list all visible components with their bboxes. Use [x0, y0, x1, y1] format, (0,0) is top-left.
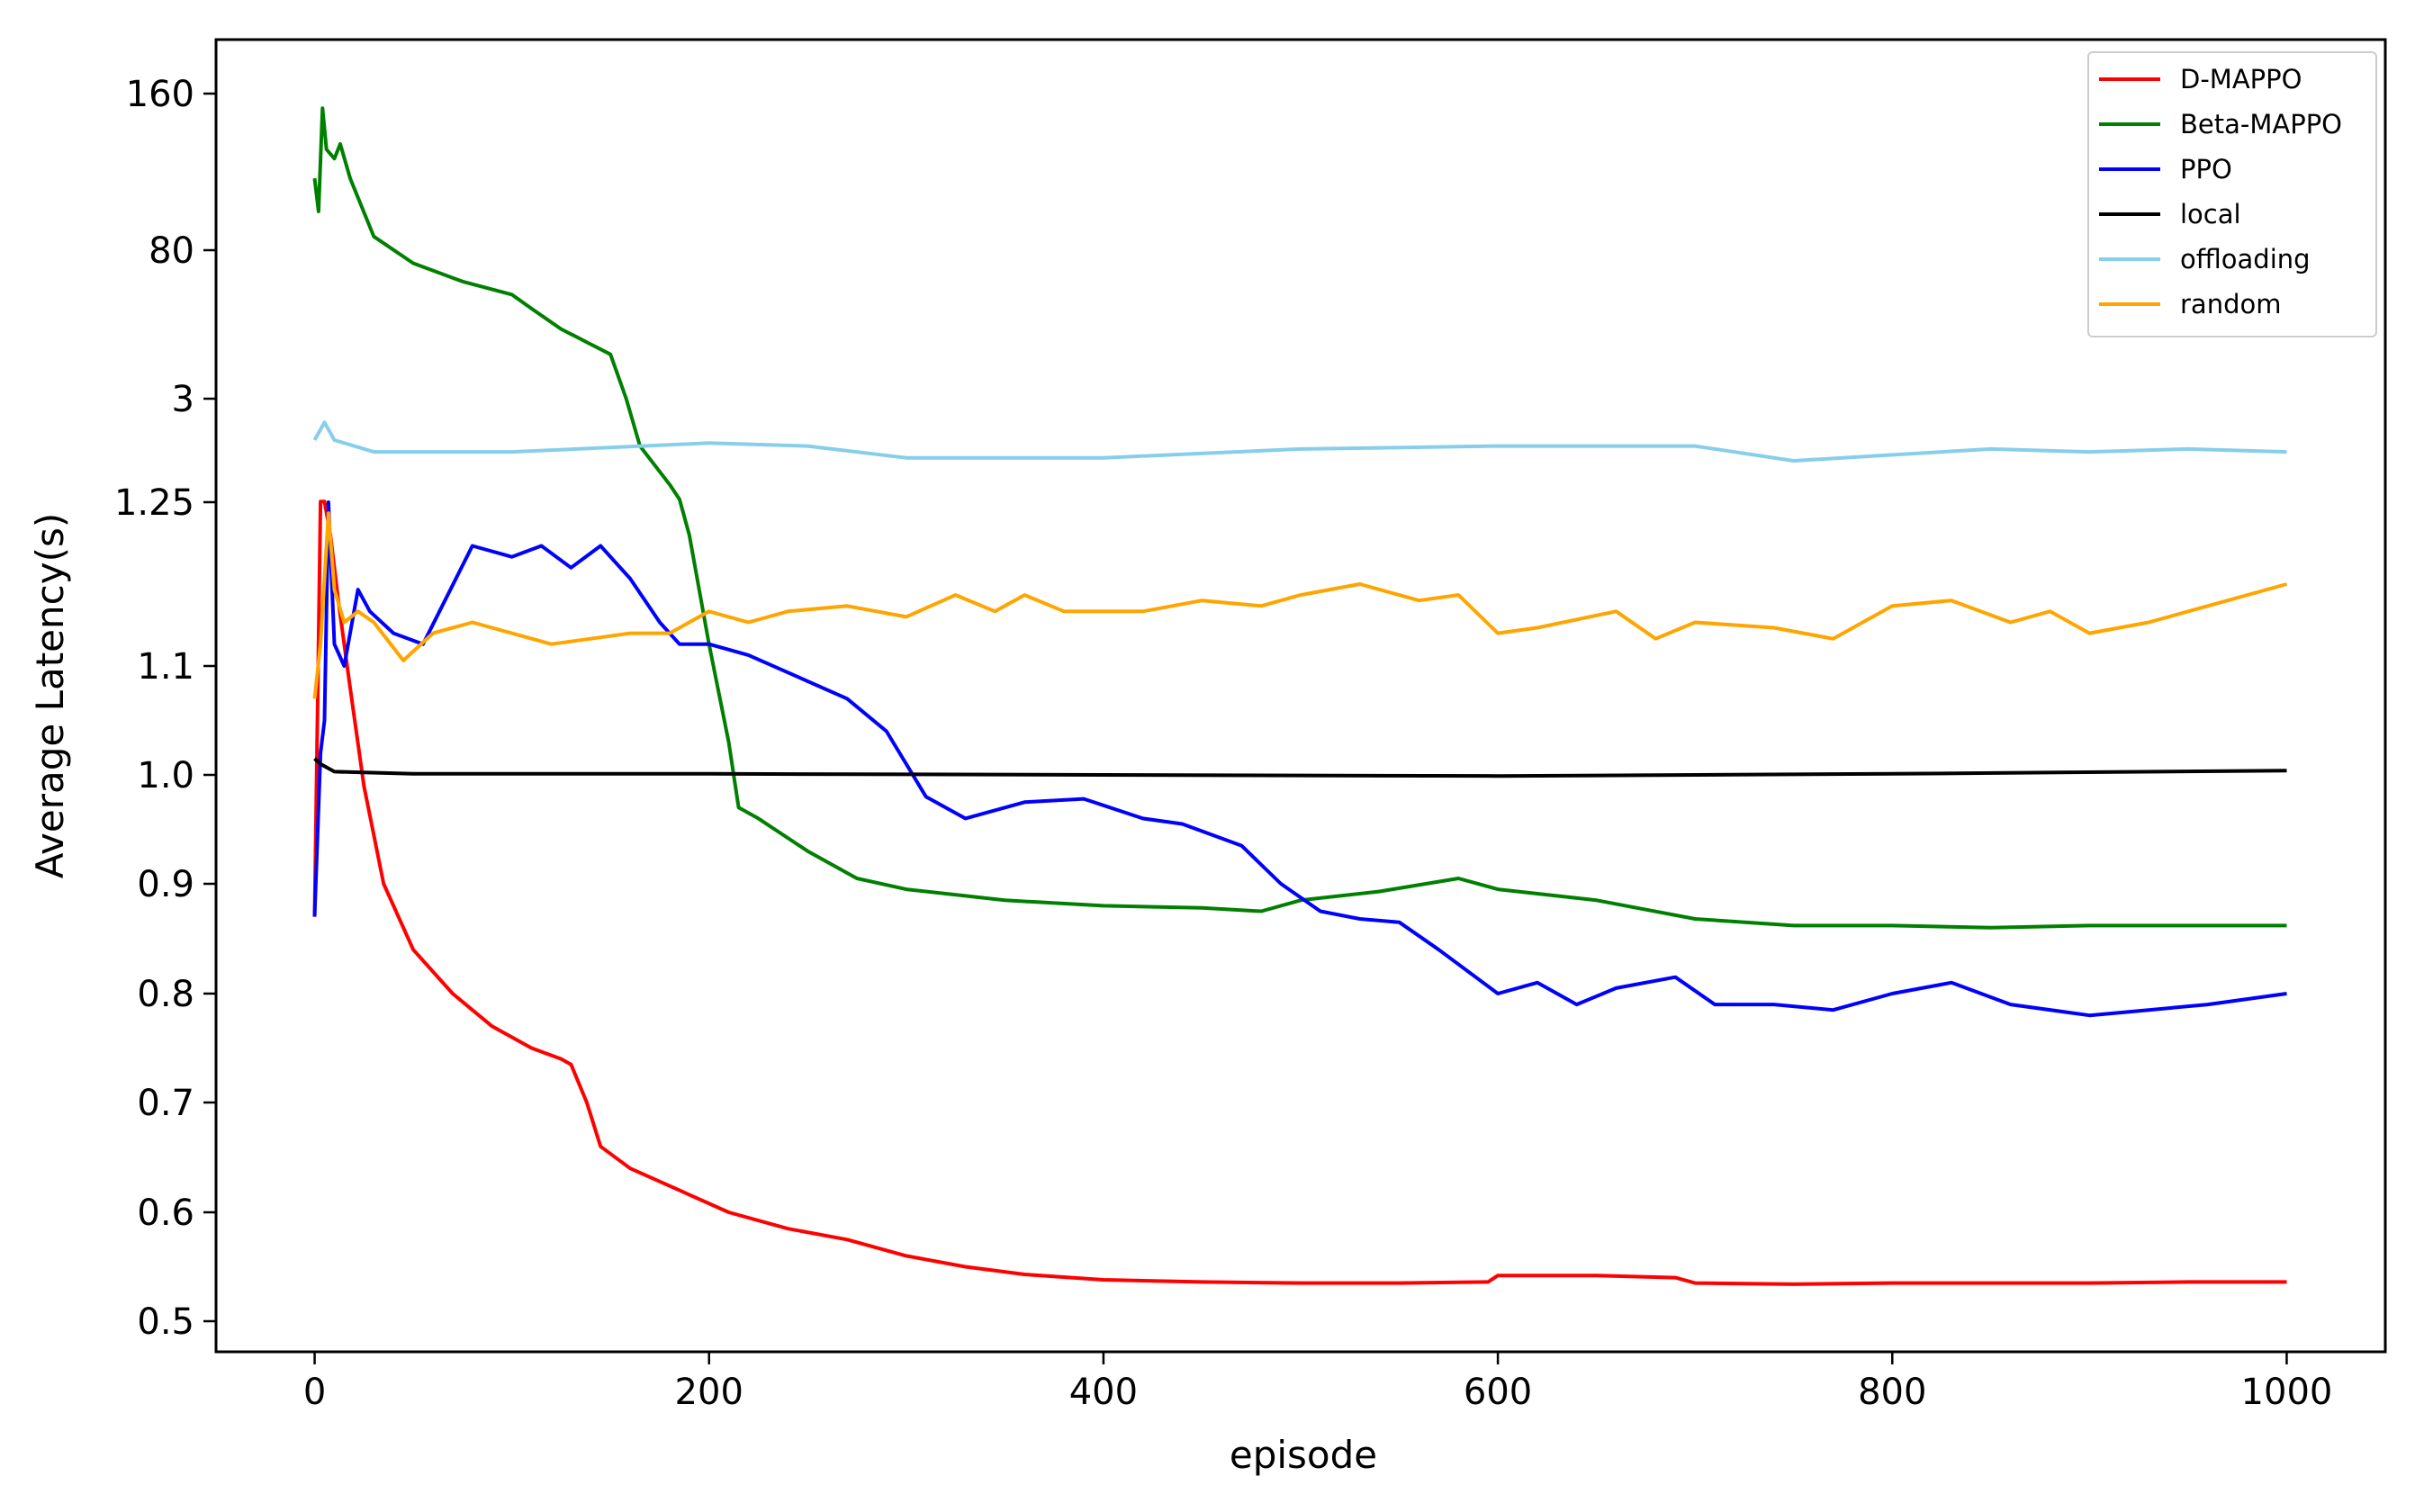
- legend-label-offloading: offloading: [2180, 244, 2311, 274]
- y-tick-label: 1.1: [137, 646, 194, 688]
- legend-label-beta-mappo: Beta-MAPPO: [2180, 109, 2342, 140]
- series-line-local: [313, 757, 2287, 778]
- series-line-offloading: [312, 420, 2287, 463]
- series-line-random: [312, 511, 2288, 699]
- x-tick-label: 400: [1069, 1372, 1138, 1413]
- series-line-d-mappo: [312, 500, 2287, 1286]
- y-tick-label: 1.25: [114, 482, 194, 524]
- y-tick-label: 0.8: [137, 974, 194, 1015]
- legend-label-ppo: PPO: [2180, 154, 2232, 184]
- y-tick-label: 0.6: [137, 1192, 194, 1234]
- y-tick-label: 0.7: [137, 1083, 194, 1124]
- y-tick-label: 0.5: [137, 1301, 194, 1343]
- y-tick-label: 3: [172, 379, 194, 420]
- series-line-beta-mappo: [312, 106, 2287, 930]
- legend-label-local: local: [2180, 199, 2241, 230]
- legend-label-d-mappo: D-MAPPO: [2180, 64, 2302, 94]
- x-tick-label: 600: [1464, 1372, 1532, 1413]
- legend-label-random: random: [2180, 289, 2281, 320]
- y-tick-label: 80: [149, 230, 194, 272]
- x-tick-label: 0: [303, 1372, 326, 1413]
- x-axis-title: episode: [1230, 1433, 1377, 1477]
- series-layer: [312, 106, 2288, 1286]
- series-line-ppo: [312, 500, 2287, 1018]
- x-tick-label: 200: [675, 1372, 743, 1413]
- x-tick-label: 800: [1858, 1372, 1926, 1413]
- plot-frame: [214, 38, 2387, 1354]
- x-axis: 0 200 400 600 800 1000: [303, 1352, 2333, 1413]
- x-tick-label: 1000: [2241, 1372, 2333, 1413]
- y-axis-title: Average Latency(s): [28, 513, 72, 879]
- y-tick-label: 1.0: [137, 755, 194, 796]
- y-axis: 0.5 0.6 0.7 0.8 0.9 1.0 1.1 1.25 3 80 160: [114, 74, 216, 1343]
- y-tick-label: 160: [126, 74, 194, 115]
- y-tick-label: 0.9: [137, 864, 194, 905]
- legend: D-MAPPO Beta-MAPPO PPO local offloading rando…: [2087, 51, 2377, 338]
